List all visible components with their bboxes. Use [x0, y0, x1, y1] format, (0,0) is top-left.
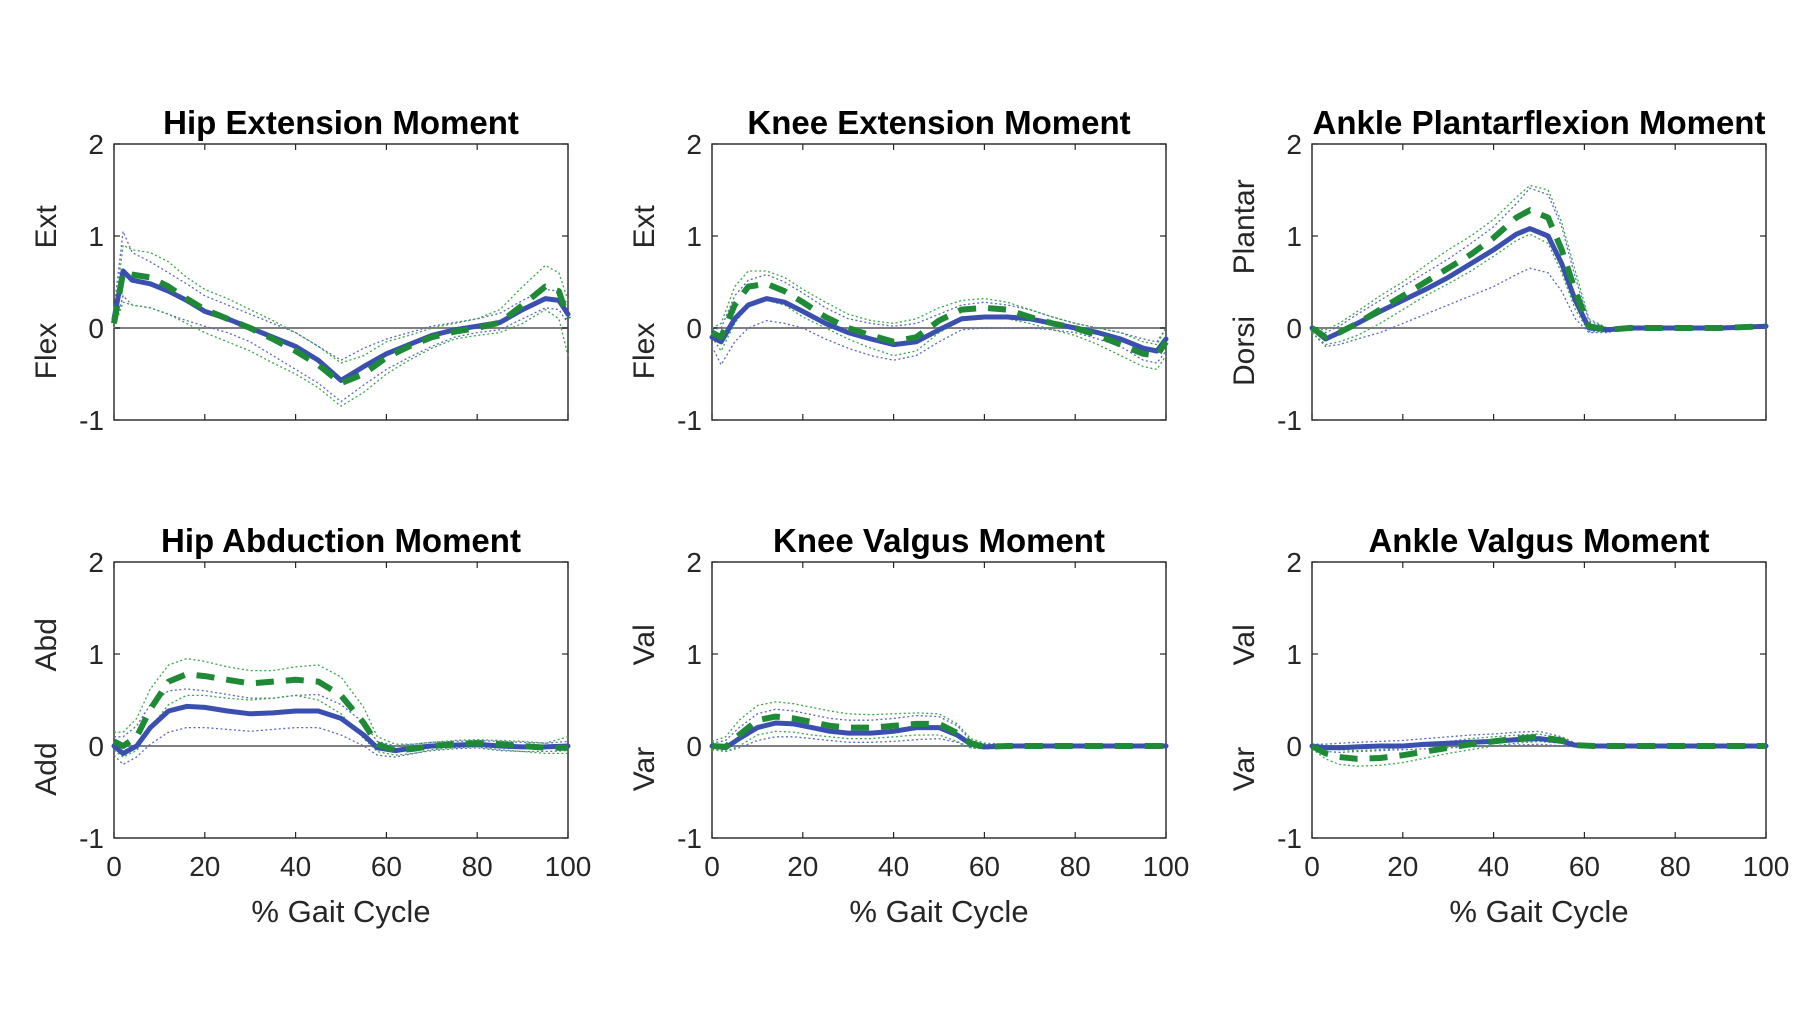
x-tick-label: 40	[878, 851, 909, 882]
x-tick-label: 0	[704, 851, 720, 882]
plot-area	[711, 561, 1167, 839]
plot-area	[711, 143, 1167, 421]
y-tick-label: 1	[1286, 639, 1302, 670]
y-tick-label: 1	[88, 221, 104, 252]
x-tick-label: 40	[1478, 851, 1509, 882]
y-label-positive: Ext	[30, 204, 63, 248]
y-label-negative: Flex	[628, 323, 661, 380]
y-label-positive: Ext	[628, 204, 661, 248]
subplot-3: -1 0 1 2 Ankle Plantarflexion Moment Plantar D…	[1228, 104, 1769, 436]
y-tick-label: 0	[88, 731, 104, 762]
y-tick-label: 0	[686, 313, 702, 344]
y-tick-label: 2	[1286, 547, 1302, 578]
y-tick-label: 1	[1286, 221, 1302, 252]
series-dashed-lower-line	[1311, 233, 1766, 346]
x-tick-label: 20	[1387, 851, 1418, 882]
x-tick-label: 20	[189, 851, 220, 882]
plot-area	[1311, 561, 1767, 839]
x-axis-label: % Gait Cycle	[849, 894, 1028, 929]
plot-area	[1311, 143, 1767, 421]
y-tick-label: -1	[79, 405, 104, 436]
x-tick-label: 20	[787, 851, 818, 882]
x-tick-label: 100	[1143, 851, 1190, 882]
x-axis-label: % Gait Cycle	[251, 894, 430, 929]
y-tick-label: -1	[677, 823, 702, 854]
series-solid-upper-line	[711, 273, 1167, 343]
y-tick-label: -1	[1277, 405, 1302, 436]
x-tick-label: 60	[371, 851, 402, 882]
subplot-title: Ankle Plantarflexion Moment	[1313, 104, 1766, 141]
y-tick-label: -1	[79, 823, 104, 854]
series-solid-mean-line	[709, 296, 1169, 354]
subplot-title: Knee Valgus Moment	[773, 522, 1105, 559]
plot-area	[113, 143, 569, 421]
y-label-negative: Dorsi	[1228, 316, 1261, 386]
series-solid-lower-line	[1311, 743, 1766, 754]
x-axis-label: % Gait Cycle	[1449, 894, 1628, 929]
x-tick-label: 100	[1743, 851, 1790, 882]
x-tick-label: 0	[1304, 851, 1320, 882]
y-label-positive: Val	[628, 624, 661, 665]
subplot-title: Hip Abduction Moment	[161, 522, 521, 559]
subplot-title: Ankle Valgus Moment	[1368, 522, 1709, 559]
y-tick-label: 2	[686, 547, 702, 578]
y-tick-label: 0	[686, 731, 702, 762]
y-tick-label: -1	[1277, 823, 1302, 854]
x-tick-label: 0	[106, 851, 122, 882]
subplot-title: Knee Extension Moment	[747, 104, 1130, 141]
series-dashed-upper-line	[1311, 184, 1767, 331]
y-tick-label: 1	[88, 639, 104, 670]
subplot-2: -1 0 1 2 Knee Extension Moment Ext Flex	[628, 104, 1169, 436]
series-solid-upper-line	[1311, 187, 1767, 334]
y-tick-label: 0	[1286, 731, 1302, 762]
series-solid-upper-line	[113, 228, 569, 361]
series-dashed-mean-line	[112, 671, 568, 754]
series-solid-lower-line	[1311, 267, 1766, 348]
series-dashed-mean-line	[1310, 733, 1766, 762]
subplot-title: Hip Extension Moment	[163, 104, 519, 141]
y-label-negative: Var	[1228, 747, 1261, 791]
series-dashed-lower-line	[113, 694, 568, 758]
y-tick-label: 0	[88, 313, 104, 344]
series-dashed-mean-line	[111, 269, 571, 387]
y-label-positive: Abd	[30, 618, 63, 671]
series-dashed-mean-line	[1310, 207, 1767, 341]
x-tick-label: 40	[280, 851, 311, 882]
x-tick-label: 60	[969, 851, 1000, 882]
y-tick-label: 2	[88, 547, 104, 578]
y-label-positive: Plantar	[1228, 179, 1261, 274]
y-tick-label: 0	[1286, 313, 1302, 344]
series-dashed-lower-line	[711, 730, 1166, 753]
y-tick-label: 1	[686, 221, 702, 252]
series-dashed-mean-line	[711, 713, 1166, 750]
x-tick-label: 80	[462, 851, 493, 882]
y-label-negative: Flex	[30, 323, 63, 380]
y-tick-label: 2	[1286, 129, 1302, 160]
y-tick-label: 2	[88, 129, 104, 160]
y-label-negative: Var	[628, 747, 661, 791]
y-tick-label: -1	[677, 405, 702, 436]
series-solid-lower-line	[711, 319, 1167, 367]
y-label-positive: Val	[1228, 624, 1261, 665]
x-tick-label: 80	[1660, 851, 1691, 882]
subplot-1: -1 0 1 2 Hip Extension Moment Ext Flex	[30, 104, 571, 436]
x-tick-label: 100	[545, 851, 592, 882]
x-tick-label: 60	[1569, 851, 1600, 882]
y-label-negative: Add	[30, 742, 63, 795]
y-tick-label: 1	[686, 639, 702, 670]
series-solid-lower-line	[113, 294, 569, 403]
series-solid-mean-line	[709, 720, 1169, 751]
series-dashed-upper-line	[114, 657, 569, 745]
y-tick-label: 2	[686, 129, 702, 160]
x-tick-label: 80	[1060, 851, 1091, 882]
